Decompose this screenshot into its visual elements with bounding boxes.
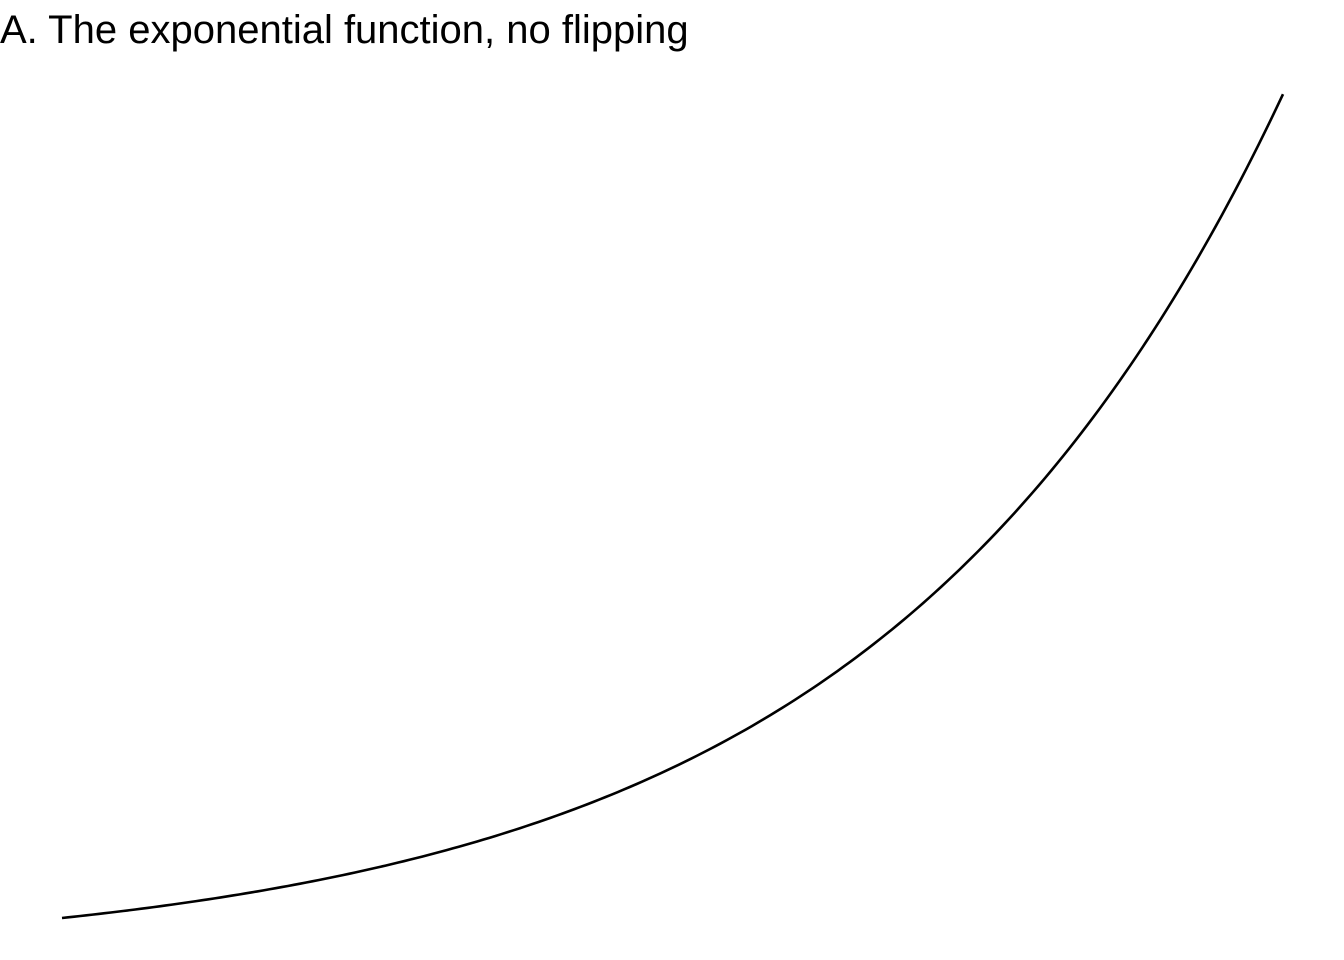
series-line-exp	[61, 93, 1285, 920]
chart-title: A. The exponential function, no flipping	[0, 8, 689, 52]
